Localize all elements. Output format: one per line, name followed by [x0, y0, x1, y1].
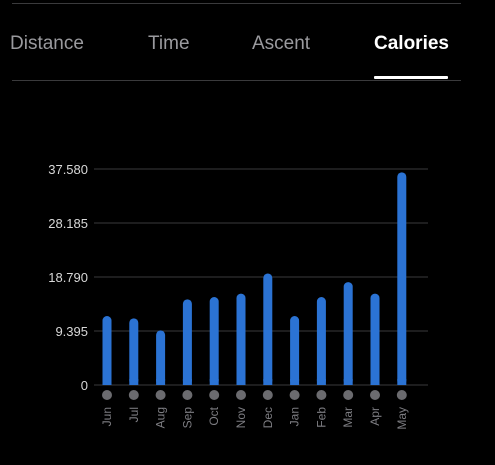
month-dot	[102, 390, 112, 400]
month-dot	[343, 390, 354, 400]
bar-jan	[290, 316, 300, 385]
bar-base-sep	[182, 379, 192, 385]
bar-base-jan	[290, 379, 300, 385]
month-dot	[262, 390, 273, 400]
top-divider	[12, 3, 461, 4]
bar-base-nov	[236, 379, 246, 385]
bar-feb	[316, 297, 326, 385]
x-tick-label: Nov	[234, 407, 248, 428]
x-tick-label: Aug	[154, 407, 168, 428]
bar-apr	[370, 293, 380, 385]
x-tick-label: Oct	[207, 406, 221, 425]
tab-time[interactable]: Time	[148, 33, 190, 54]
bar-base-feb	[316, 379, 326, 385]
month-dot	[396, 390, 407, 400]
bar-base-oct	[209, 379, 219, 385]
bar-base-dec	[263, 379, 273, 385]
y-tick-label: 18.790	[48, 270, 88, 285]
tab-distance[interactable]: Distance	[10, 33, 84, 54]
bar-jun	[102, 316, 112, 385]
bar-aug	[156, 330, 166, 385]
x-tick-label: Mar	[341, 407, 355, 428]
y-tick-label: 37.580	[48, 162, 88, 177]
x-tick-label: Jul	[127, 407, 141, 422]
bar-base-apr	[370, 379, 380, 385]
bar-base-aug	[156, 379, 166, 385]
month-dot	[370, 390, 380, 400]
tab-ascent[interactable]: Ascent	[252, 33, 311, 54]
x-tick-label: Jun	[100, 407, 114, 426]
y-tick-label: 9.395	[55, 324, 88, 339]
bar-jul	[129, 318, 139, 385]
month-dot	[128, 390, 139, 400]
bar-mar	[343, 282, 353, 385]
x-tick-label: Sep	[180, 407, 194, 429]
tab-calories[interactable]: Calories	[374, 33, 449, 54]
x-tick-label: Dec	[261, 407, 275, 428]
bar-oct	[209, 297, 219, 385]
x-tick-label: May	[395, 407, 409, 430]
bar-base-jun	[102, 379, 112, 385]
bar-base-mar	[343, 379, 353, 385]
bar-may	[397, 172, 407, 385]
bar-sep	[182, 299, 192, 385]
y-tick-label: 28.185	[48, 216, 88, 231]
x-tick-label: Feb	[314, 407, 328, 428]
x-tick-label: Apr	[368, 407, 382, 426]
month-dot	[182, 390, 193, 400]
month-dot	[289, 390, 300, 400]
x-tick-label: Jan	[288, 407, 302, 426]
tab-bar-divider	[12, 80, 461, 81]
month-dot	[209, 390, 220, 400]
month-dot	[155, 390, 166, 400]
bar-dec	[263, 273, 273, 385]
month-dot	[316, 390, 327, 400]
month-dot	[236, 390, 246, 400]
bar-nov	[236, 293, 246, 385]
active-tab-indicator	[374, 76, 448, 79]
y-tick-label: 0	[81, 378, 88, 393]
bar-base-may	[397, 379, 407, 385]
bar-base-jul	[129, 379, 139, 385]
metric-tab-bar: Distance Time Ascent Calories	[0, 0, 495, 81]
